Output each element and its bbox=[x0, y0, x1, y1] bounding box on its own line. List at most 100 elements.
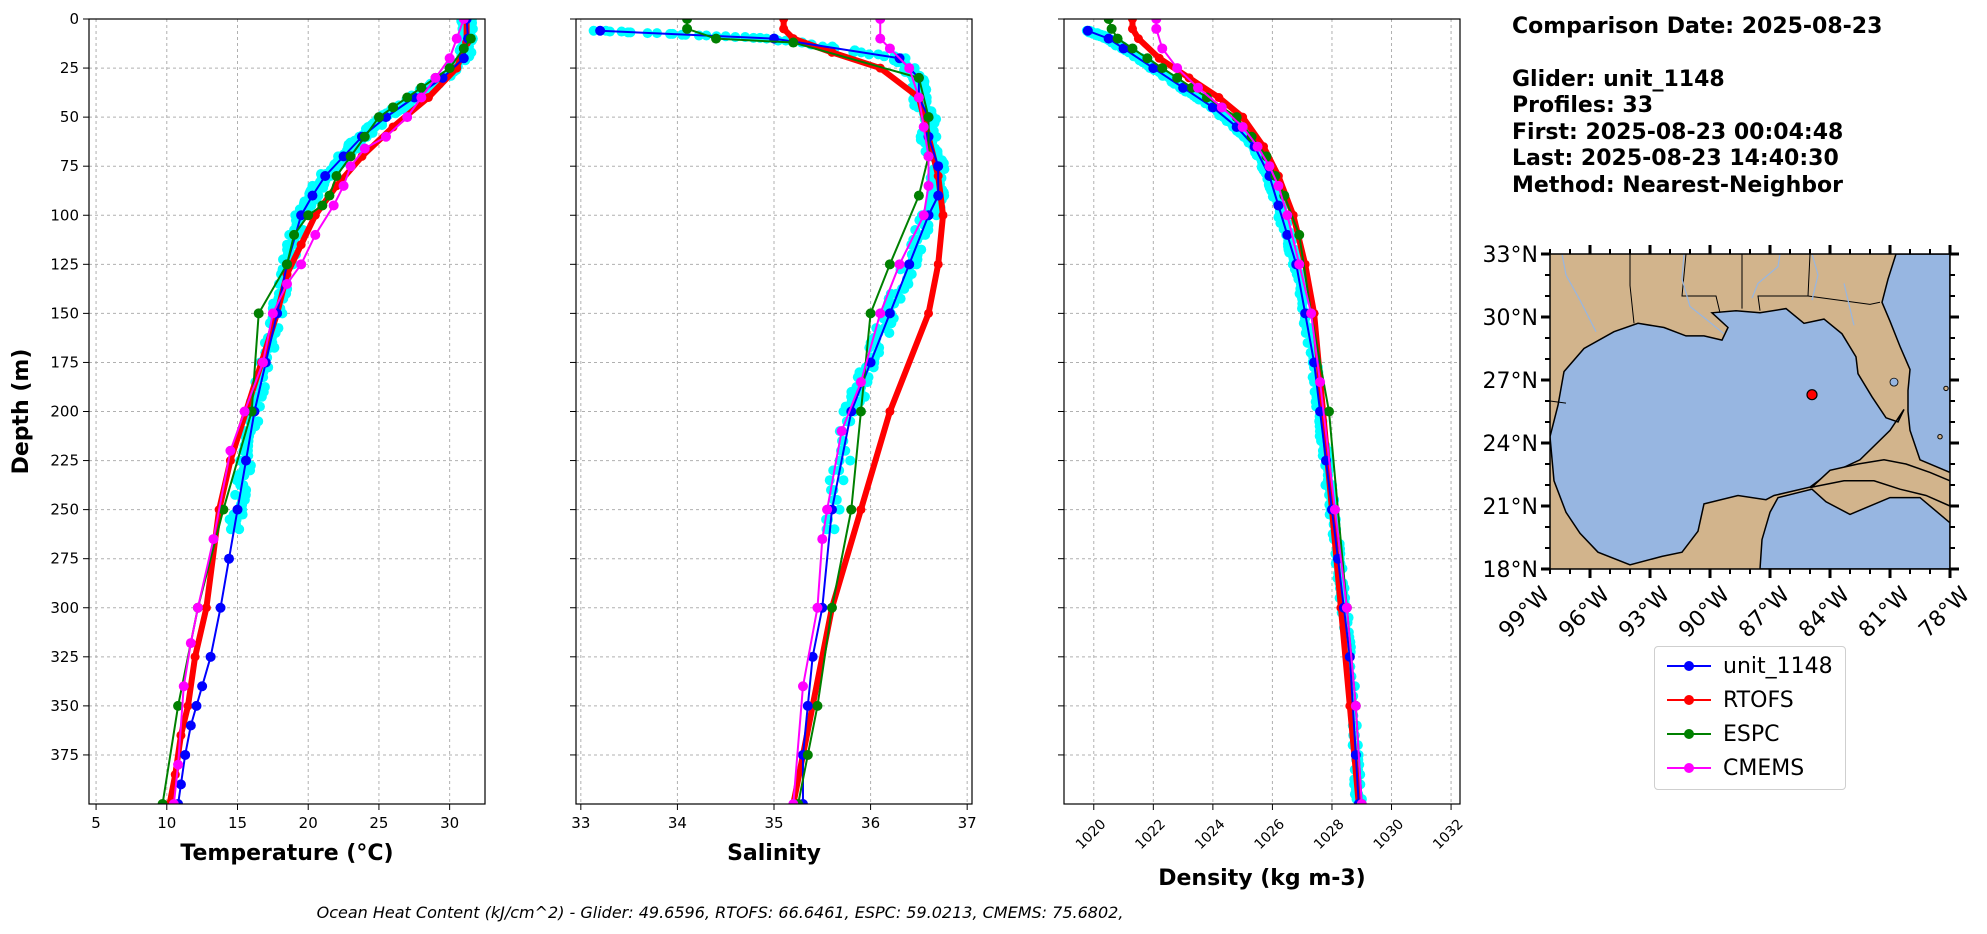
data-point-cmems bbox=[282, 278, 292, 289]
data-point-cmems bbox=[444, 53, 455, 64]
data-point-cmems bbox=[1294, 259, 1305, 270]
data-point-rtofs bbox=[1127, 24, 1137, 34]
chattahoochee-river bbox=[1811, 254, 1819, 301]
grid bbox=[1064, 18, 1460, 804]
data-point-cmems bbox=[788, 799, 799, 804]
x-tick-label: 1022 bbox=[1132, 816, 1169, 853]
glider-profile-point bbox=[230, 489, 241, 500]
data-point-cmems bbox=[208, 534, 219, 545]
data-point-rtofs bbox=[1214, 93, 1224, 102]
y-tick-label: 300 bbox=[50, 599, 79, 617]
data-point-rtofs bbox=[183, 701, 193, 711]
glider-profile-point bbox=[899, 283, 910, 294]
data-point-rtofs bbox=[190, 652, 200, 662]
panel-3: 1020 1022 1024 1026 1028 1030 1032 Density (kg … bbox=[1058, 18, 1467, 891]
data-point-espc bbox=[788, 37, 799, 48]
data-point-cmems bbox=[1237, 121, 1248, 132]
data-point-espc bbox=[1323, 406, 1334, 417]
glider-profile-point bbox=[834, 504, 845, 515]
data-point-cmems bbox=[402, 112, 413, 123]
data-point-cmems bbox=[257, 357, 268, 368]
comparison-date: Comparison Date: 2025-08-23 bbox=[1512, 14, 1883, 39]
data-point-cmems bbox=[168, 799, 179, 804]
glider-profile-point bbox=[931, 210, 942, 221]
data-point-cmems bbox=[1282, 210, 1293, 221]
data-point-rtofs bbox=[1133, 34, 1143, 44]
y-axis bbox=[570, 18, 576, 756]
glider-profile-point bbox=[838, 475, 849, 486]
data-point-cmems bbox=[884, 43, 895, 54]
legend-label: RTOFS bbox=[1723, 687, 1794, 713]
data-point-cmems bbox=[381, 131, 391, 142]
data-point-unit_1148 bbox=[175, 779, 186, 790]
map-lat-label: 21°N bbox=[1483, 495, 1538, 520]
panel-2: 33 34 35 36 37 Salinity bbox=[570, 18, 977, 866]
data-point-unit_1148 bbox=[180, 749, 191, 760]
data-point-cmems bbox=[1356, 799, 1367, 804]
data-point-cmems bbox=[918, 210, 929, 221]
data-point-espc bbox=[173, 700, 184, 711]
map-lat-label: 33°N bbox=[1483, 243, 1538, 268]
x-tick-label: 30 bbox=[440, 814, 459, 832]
data-point-unit_1148 bbox=[933, 161, 944, 172]
caribbean-sea bbox=[1759, 488, 1950, 569]
plot-area bbox=[1081, 19, 1367, 804]
data-point-cmems bbox=[1306, 308, 1317, 319]
data-point-unit_1148 bbox=[232, 504, 243, 515]
data-point-rtofs bbox=[170, 770, 180, 780]
data-point-unit_1148 bbox=[1082, 25, 1093, 36]
x-axis: 5 10 15 20 25 30 bbox=[91, 804, 459, 832]
method: Method: Nearest-Neighbor bbox=[1512, 172, 1843, 198]
map-lat-label: 27°N bbox=[1483, 369, 1538, 394]
data-point-cmems bbox=[836, 426, 847, 437]
data-point-espc bbox=[402, 92, 413, 103]
map-ticks bbox=[1541, 245, 1959, 578]
data-point-unit_1148 bbox=[1282, 229, 1293, 240]
data-point-rtofs bbox=[856, 505, 866, 515]
series-cmems bbox=[168, 19, 469, 804]
data-point-unit_1148 bbox=[1148, 63, 1159, 74]
map-lon-label: 93°W bbox=[1614, 582, 1675, 643]
x-tick-label: 1032 bbox=[1430, 816, 1467, 853]
data-point-cmems bbox=[875, 308, 886, 319]
data-point-unit_1148 bbox=[307, 190, 318, 201]
x-tick-label: 37 bbox=[958, 814, 977, 832]
map-lat-label: 18°N bbox=[1483, 558, 1538, 583]
texas-river bbox=[1561, 254, 1597, 332]
data-point-cmems bbox=[328, 200, 339, 211]
y-tick-label: 275 bbox=[50, 550, 79, 568]
glider-profile-point bbox=[845, 455, 856, 466]
legend-entry-cmems: CMEMS bbox=[1665, 751, 1804, 785]
legend-entry-unit_1148: unit_1148 bbox=[1665, 649, 1833, 683]
profile-count: Profiles: 33 bbox=[1512, 93, 1654, 119]
data-point-espc bbox=[1157, 63, 1168, 74]
data-point-espc bbox=[416, 82, 427, 93]
last-time: Last: 2025-08-23 14:40:30 bbox=[1512, 146, 1839, 172]
glider-profiles-swath bbox=[588, 25, 950, 535]
data-point-espc bbox=[1142, 53, 1153, 64]
data-point-espc bbox=[317, 200, 328, 211]
x-tick-label: 1026 bbox=[1252, 816, 1289, 853]
data-point-unit_1148 bbox=[1273, 200, 1284, 211]
data-point-rtofs bbox=[938, 210, 948, 220]
data-point-cmems bbox=[1273, 180, 1284, 191]
lake-okeechobee bbox=[1889, 377, 1899, 387]
data-point-espc bbox=[812, 700, 823, 711]
data-point-rtofs bbox=[1127, 19, 1137, 24]
data-point-unit_1148 bbox=[802, 700, 813, 711]
data-point-cmems bbox=[812, 602, 823, 613]
data-point-rtofs bbox=[885, 407, 895, 416]
data-point-cmems bbox=[875, 33, 886, 44]
data-point-espc bbox=[458, 43, 469, 54]
data-point-rtofs bbox=[779, 24, 789, 34]
data-point-espc bbox=[682, 19, 693, 24]
x-tick-label: 15 bbox=[228, 814, 247, 832]
data-point-unit_1148 bbox=[215, 602, 226, 613]
data-point-cmems bbox=[267, 308, 278, 319]
y-tick-label: 100 bbox=[50, 206, 79, 224]
island bbox=[1956, 395, 1960, 399]
data-point-espc bbox=[913, 72, 924, 83]
data-point-unit_1148 bbox=[458, 53, 469, 64]
data-point-cmems bbox=[1157, 43, 1168, 54]
glider-profile-point bbox=[884, 328, 895, 338]
